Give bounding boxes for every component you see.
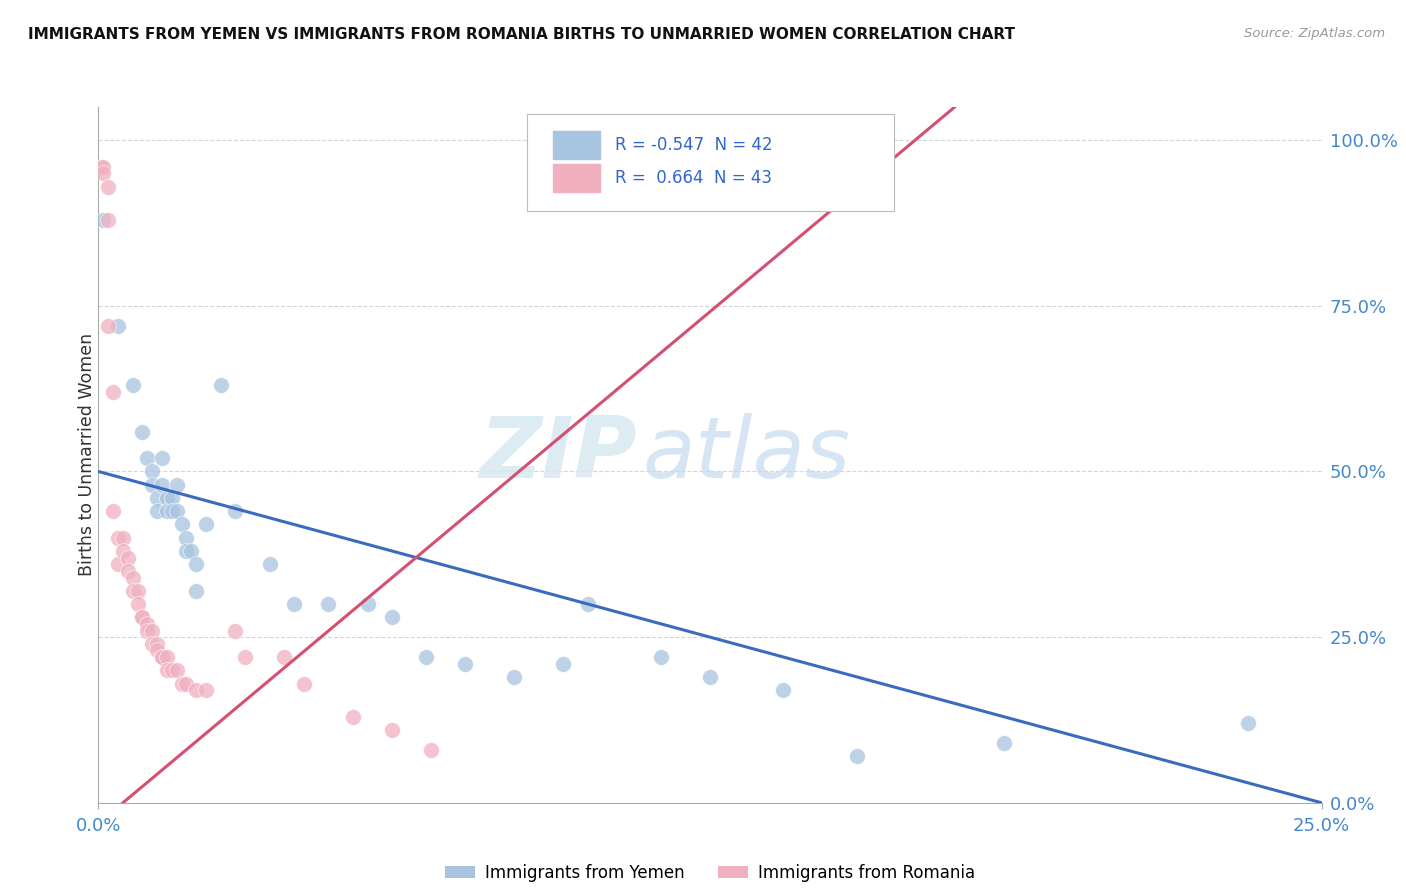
Point — [1237, 716, 1260, 731]
Point — [91, 166, 114, 180]
Point — [90, 160, 112, 174]
Point — [170, 676, 193, 690]
Point — [117, 550, 139, 565]
Point — [146, 504, 169, 518]
Point — [156, 504, 179, 518]
Point — [136, 624, 159, 638]
Point — [224, 624, 246, 638]
Point — [650, 650, 672, 665]
Point — [141, 465, 163, 479]
Point — [131, 425, 153, 439]
Point — [576, 597, 599, 611]
Point — [107, 558, 129, 572]
Point — [186, 683, 208, 698]
Point — [209, 378, 232, 392]
Point — [273, 650, 295, 665]
Point — [170, 517, 193, 532]
Point — [107, 531, 129, 545]
Text: Source: ZipAtlas.com: Source: ZipAtlas.com — [1244, 27, 1385, 40]
Point — [356, 597, 378, 611]
Point — [176, 531, 198, 545]
Point — [141, 624, 163, 638]
Point — [150, 650, 173, 665]
Y-axis label: Births to Unmarried Women: Births to Unmarried Women — [79, 334, 96, 576]
Point — [224, 504, 246, 518]
Point — [121, 570, 143, 584]
Legend: Immigrants from Yemen, Immigrants from Romania: Immigrants from Yemen, Immigrants from R… — [439, 857, 981, 888]
Point — [699, 670, 721, 684]
Point — [150, 477, 173, 491]
Point — [318, 597, 340, 611]
Point — [283, 597, 305, 611]
Point — [111, 531, 134, 545]
Point — [503, 670, 526, 684]
Text: R =  0.664  N = 43: R = 0.664 N = 43 — [614, 169, 772, 187]
Point — [97, 318, 120, 333]
Point — [97, 179, 120, 194]
Point — [186, 558, 208, 572]
Point — [176, 676, 198, 690]
FancyBboxPatch shape — [526, 114, 894, 211]
Point — [136, 451, 159, 466]
Bar — [554, 164, 600, 192]
Point — [136, 616, 159, 631]
Point — [156, 650, 179, 665]
Point — [993, 736, 1015, 750]
Point — [292, 676, 315, 690]
Point — [180, 544, 202, 558]
Point — [195, 517, 218, 532]
Point — [553, 657, 575, 671]
Point — [101, 384, 124, 399]
Point — [160, 504, 183, 518]
Point — [381, 610, 404, 624]
Text: ZIP: ZIP — [479, 413, 637, 497]
Point — [166, 504, 188, 518]
Point — [160, 663, 183, 677]
Point — [845, 749, 868, 764]
Point — [166, 663, 188, 677]
Point — [156, 663, 179, 677]
Point — [176, 544, 198, 558]
Point — [454, 657, 477, 671]
Point — [160, 491, 183, 505]
Point — [166, 477, 188, 491]
Point — [156, 491, 179, 505]
Point — [131, 610, 153, 624]
Point — [121, 378, 143, 392]
Point — [146, 643, 169, 657]
Point — [146, 491, 169, 505]
Point — [195, 683, 218, 698]
Point — [141, 637, 163, 651]
Point — [233, 650, 256, 665]
Point — [111, 544, 134, 558]
Point — [127, 597, 149, 611]
Point — [127, 583, 149, 598]
Bar — [554, 131, 600, 159]
Point — [772, 683, 794, 698]
Point — [117, 564, 139, 578]
Point — [131, 610, 153, 624]
Point — [420, 743, 443, 757]
Text: atlas: atlas — [643, 413, 851, 497]
Point — [415, 650, 437, 665]
Text: R = -0.547  N = 42: R = -0.547 N = 42 — [614, 136, 772, 154]
Point — [146, 637, 169, 651]
Point — [259, 558, 281, 572]
Point — [91, 160, 114, 174]
Point — [91, 212, 114, 227]
Point — [342, 709, 364, 723]
Point — [97, 212, 120, 227]
Point — [381, 723, 404, 737]
Point — [141, 477, 163, 491]
Text: IMMIGRANTS FROM YEMEN VS IMMIGRANTS FROM ROMANIA BIRTHS TO UNMARRIED WOMEN CORRE: IMMIGRANTS FROM YEMEN VS IMMIGRANTS FROM… — [28, 27, 1015, 42]
Point — [121, 583, 143, 598]
Point — [186, 583, 208, 598]
Point — [150, 451, 173, 466]
Point — [101, 504, 124, 518]
Point — [150, 650, 173, 665]
Point — [107, 318, 129, 333]
